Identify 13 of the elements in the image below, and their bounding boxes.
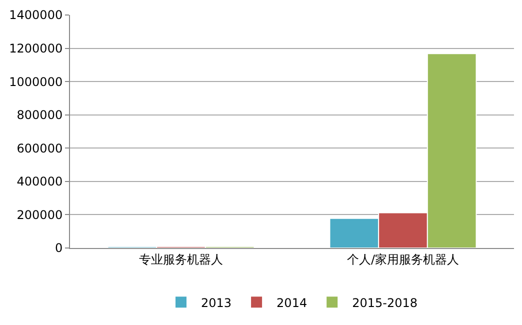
legend-label: 2015-2018 bbox=[352, 296, 418, 310]
y-tick-label: 600000 bbox=[16, 141, 63, 156]
y-tick-label: 200000 bbox=[16, 208, 63, 222]
y-tick-label: 800000 bbox=[16, 108, 63, 122]
legend-label: 2013 bbox=[201, 296, 232, 310]
x-tick-label: 个人/家用服务机器人 bbox=[346, 252, 460, 266]
y-tick-label: 400000 bbox=[16, 174, 63, 189]
x-tick-label: 专业服务机器人 bbox=[139, 252, 223, 266]
legend-label: 2014 bbox=[276, 296, 308, 310]
y-tick-label: 1200000 bbox=[9, 41, 63, 56]
y-tick-label: 1400000 bbox=[9, 8, 63, 22]
y-tick-label: 1000000 bbox=[9, 74, 63, 89]
y-tick-label: 0 bbox=[54, 241, 63, 256]
